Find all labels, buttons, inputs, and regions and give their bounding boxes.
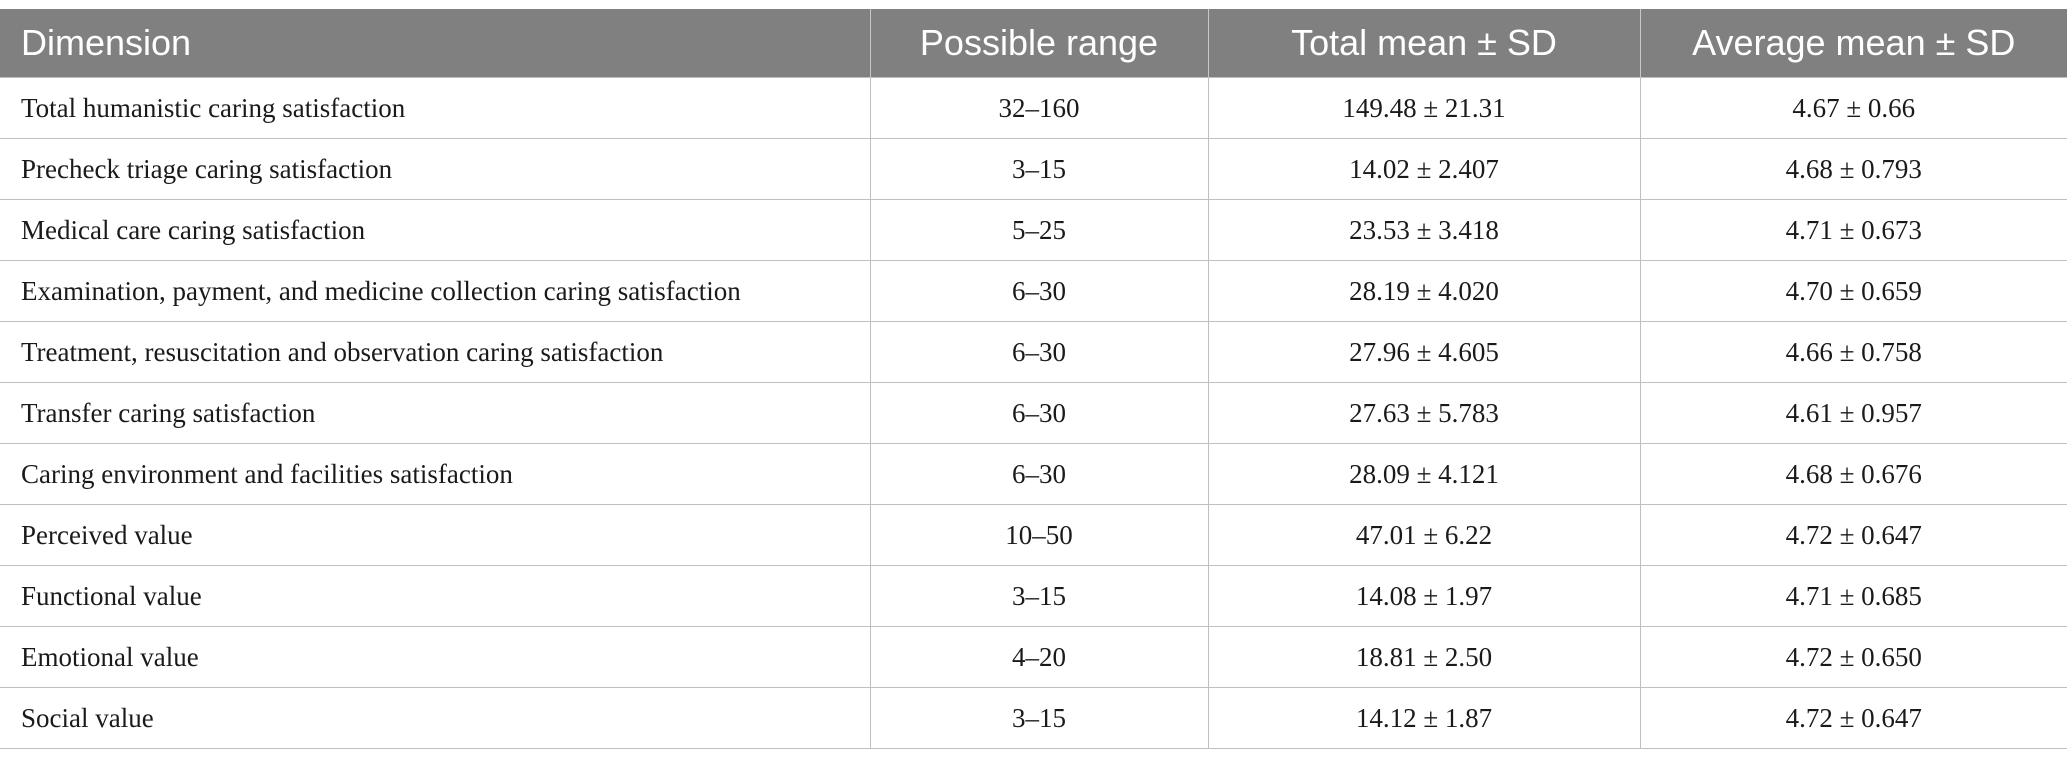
- average-mean-cell: 4.68 ± 0.793: [1640, 138, 2067, 200]
- average-mean-cell: 4.72 ± 0.647: [1640, 687, 2067, 749]
- range-cell: 4–20: [870, 626, 1209, 688]
- column-header-possible-range: Possible range: [870, 9, 1209, 78]
- average-mean-cell: 4.70 ± 0.659: [1640, 260, 2067, 322]
- total-mean-cell: 28.09 ± 4.121: [1208, 443, 1641, 505]
- average-mean-cell: 4.71 ± 0.685: [1640, 565, 2067, 627]
- dimension-cell: Transfer caring satisfaction: [0, 382, 871, 444]
- total-mean-cell: 28.19 ± 4.020: [1208, 260, 1641, 322]
- table-body: Total humanistic caring satisfaction 32–…: [0, 77, 2067, 749]
- column-header-dimension: Dimension: [0, 9, 871, 78]
- total-mean-cell: 149.48 ± 21.31: [1208, 77, 1641, 139]
- range-cell: 6–30: [870, 260, 1209, 322]
- table-row: Perceived value 10–50 47.01 ± 6.22 4.72 …: [0, 504, 2067, 566]
- table-row: Transfer caring satisfaction 6–30 27.63 …: [0, 382, 2067, 444]
- total-mean-cell: 27.96 ± 4.605: [1208, 321, 1641, 383]
- average-mean-cell: 4.67 ± 0.66: [1640, 77, 2067, 139]
- range-cell: 6–30: [870, 382, 1209, 444]
- average-mean-cell: 4.66 ± 0.758: [1640, 321, 2067, 383]
- range-cell: 6–30: [870, 321, 1209, 383]
- header-row: Dimension Possible range Total mean ± SD…: [0, 9, 2067, 78]
- total-mean-cell: 23.53 ± 3.418: [1208, 199, 1641, 261]
- table-row: Precheck triage caring satisfaction 3–15…: [0, 138, 2067, 200]
- dimension-cell: Total humanistic caring satisfaction: [0, 77, 871, 139]
- average-mean-cell: 4.72 ± 0.647: [1640, 504, 2067, 566]
- dimension-cell: Perceived value: [0, 504, 871, 566]
- range-cell: 5–25: [870, 199, 1209, 261]
- table-row: Emotional value 4–20 18.81 ± 2.50 4.72 ±…: [0, 626, 2067, 688]
- dimension-cell: Emotional value: [0, 626, 871, 688]
- dimension-cell: Social value: [0, 687, 871, 749]
- range-cell: 3–15: [870, 138, 1209, 200]
- table-row: Examination, payment, and medicine colle…: [0, 260, 2067, 322]
- table-row: Caring environment and facilities satisf…: [0, 443, 2067, 505]
- total-mean-cell: 47.01 ± 6.22: [1208, 504, 1641, 566]
- table-row: Medical care caring satisfaction 5–25 23…: [0, 199, 2067, 261]
- dimension-cell: Examination, payment, and medicine colle…: [0, 260, 871, 322]
- total-mean-cell: 14.08 ± 1.97: [1208, 565, 1641, 627]
- average-mean-cell: 4.72 ± 0.650: [1640, 626, 2067, 688]
- dimension-cell: Caring environment and facilities satisf…: [0, 443, 871, 505]
- range-cell: 3–15: [870, 687, 1209, 749]
- range-cell: 3–15: [870, 565, 1209, 627]
- average-mean-cell: 4.61 ± 0.957: [1640, 382, 2067, 444]
- dimension-cell: Medical care caring satisfaction: [0, 199, 871, 261]
- total-mean-cell: 14.02 ± 2.407: [1208, 138, 1641, 200]
- table-row: Social value 3–15 14.12 ± 1.87 4.72 ± 0.…: [0, 687, 2067, 749]
- total-mean-cell: 27.63 ± 5.783: [1208, 382, 1641, 444]
- table-row: Total humanistic caring satisfaction 32–…: [0, 77, 2067, 139]
- total-mean-cell: 18.81 ± 2.50: [1208, 626, 1641, 688]
- dimension-cell: Treatment, resuscitation and observation…: [0, 321, 871, 383]
- table-header: Dimension Possible range Total mean ± SD…: [0, 9, 2067, 78]
- table-row: Treatment, resuscitation and observation…: [0, 321, 2067, 383]
- range-cell: 6–30: [870, 443, 1209, 505]
- column-header-total-mean: Total mean ± SD: [1208, 9, 1641, 78]
- range-cell: 32–160: [870, 77, 1209, 139]
- range-cell: 10–50: [870, 504, 1209, 566]
- average-mean-cell: 4.68 ± 0.676: [1640, 443, 2067, 505]
- dimension-cell: Precheck triage caring satisfaction: [0, 138, 871, 200]
- table-row: Functional value 3–15 14.08 ± 1.97 4.71 …: [0, 565, 2067, 627]
- dimension-cell: Functional value: [0, 565, 871, 627]
- column-header-average-mean: Average mean ± SD: [1640, 9, 2067, 78]
- results-table: Dimension Possible range Total mean ± SD…: [0, 9, 2067, 749]
- results-table-container: Dimension Possible range Total mean ± SD…: [0, 9, 2067, 749]
- average-mean-cell: 4.71 ± 0.673: [1640, 199, 2067, 261]
- total-mean-cell: 14.12 ± 1.87: [1208, 687, 1641, 749]
